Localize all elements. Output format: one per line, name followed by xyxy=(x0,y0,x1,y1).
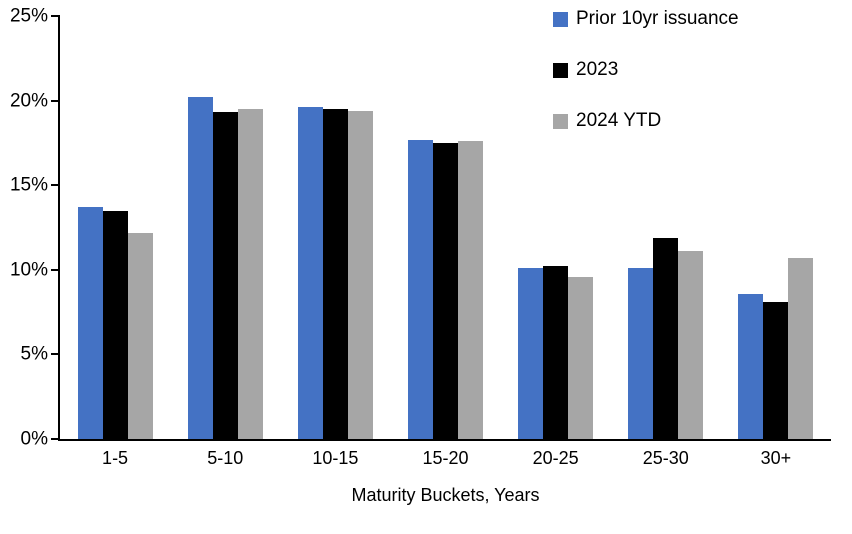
bar-prior-10yr-issuance xyxy=(518,268,544,439)
bar-group-25-30 xyxy=(611,16,721,439)
y-tick-mark xyxy=(51,268,58,271)
bar-group-10-15 xyxy=(280,16,390,439)
x-axis-line xyxy=(58,439,831,441)
bar-2023 xyxy=(543,266,569,439)
legend: Prior 10yr issuance 2023 2024 YTD xyxy=(553,8,739,132)
bar-2024-ytd xyxy=(788,257,814,439)
bar-prior-10yr-issuance xyxy=(297,107,323,439)
x-tick-label: 20-25 xyxy=(532,448,579,468)
legend-item-2023: 2023 xyxy=(553,59,739,81)
bar-2023 xyxy=(102,210,128,439)
bar-prior-10yr-issuance xyxy=(738,293,764,439)
bar-2023 xyxy=(322,109,348,439)
bar-group-1-5 xyxy=(60,16,170,439)
y-tick-label: 20% xyxy=(9,90,48,112)
plot-area xyxy=(60,16,831,439)
bar-2024-ytd xyxy=(237,109,263,439)
bar-group-15-20 xyxy=(390,16,500,439)
y-tick-mark xyxy=(51,353,58,356)
x-tick-label: 5-10 xyxy=(207,448,244,468)
y-tick-label: 25% xyxy=(9,5,48,27)
legend-label: 2023 xyxy=(576,59,619,80)
y-axis-line xyxy=(58,15,60,441)
legend-item-prior-10yr-issuance: Prior 10yr issuance xyxy=(553,8,739,30)
x-axis-title: Maturity Buckets, Years xyxy=(351,485,540,505)
bar-2024-ytd xyxy=(678,251,704,439)
bar-prior-10yr-issuance xyxy=(407,139,433,439)
legend-swatch-icon xyxy=(553,62,568,78)
legend-label: 2024 YTD xyxy=(576,110,662,131)
bar-prior-10yr-issuance xyxy=(187,97,213,439)
y-tick-label: 0% xyxy=(20,428,48,450)
bar-prior-10yr-issuance xyxy=(77,207,103,439)
bar-group-5-10 xyxy=(170,16,280,439)
y-tick-mark xyxy=(51,15,58,17)
bar-prior-10yr-issuance xyxy=(628,268,654,439)
bar-2024-ytd xyxy=(347,110,373,439)
legend-swatch-icon xyxy=(553,113,568,129)
y-tick-label: 5% xyxy=(20,343,48,365)
legend-label: Prior 10yr issuance xyxy=(576,8,739,29)
x-tick-label: 1-5 xyxy=(102,448,129,468)
x-tick-label: 15-20 xyxy=(422,448,469,468)
y-tick-label: 15% xyxy=(9,174,48,196)
bar-2024-ytd xyxy=(568,276,594,439)
bar-2024-ytd xyxy=(457,141,483,439)
bar-2023 xyxy=(212,112,238,439)
bar-2023 xyxy=(653,237,679,439)
y-tick-mark xyxy=(51,184,58,187)
x-tick-label: 10-15 xyxy=(312,448,359,468)
x-tick-label: 30+ xyxy=(760,448,792,468)
y-tick-label: 10% xyxy=(9,259,48,281)
bar-2024-ytd xyxy=(127,232,153,439)
legend-swatch-icon xyxy=(553,11,568,27)
bar-group-20-25 xyxy=(501,16,611,439)
legend-item-2024-ytd: 2024 YTD xyxy=(553,110,739,132)
bar-2023 xyxy=(763,301,789,439)
y-tick-mark xyxy=(51,99,58,102)
bar-2023 xyxy=(432,142,458,439)
bar-group-30 xyxy=(721,16,831,439)
x-tick-label: 25-30 xyxy=(642,448,689,468)
y-tick-mark xyxy=(51,438,58,440)
